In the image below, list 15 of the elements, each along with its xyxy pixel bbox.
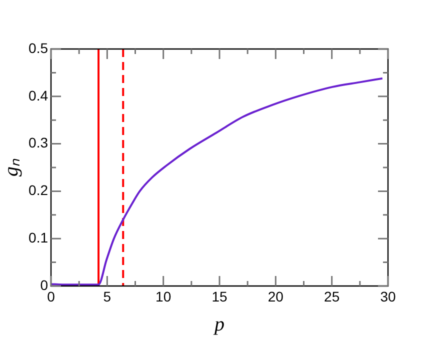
y-tick-label: 0.2 [28,182,48,198]
y-tick-label: 0.4 [28,87,48,104]
y-axis-title: gₙ [0,158,22,176]
x-tick-label: 10 [156,288,172,304]
x-axis-title: p [212,313,224,336]
line-series [51,77,384,286]
y-tick-label: 0 [40,276,48,293]
x-tick-label: 5 [103,288,112,304]
x-tick-label: 25 [324,288,340,304]
x-tick-label: 30 [380,288,396,304]
y-tick-label: 0.1 [28,229,48,246]
x-tick-label: 15 [212,288,228,304]
y-tick-label: 0.3 [28,134,48,151]
y-tick-label: 0.5 [28,40,48,56]
x-tick-label: 20 [268,288,284,304]
